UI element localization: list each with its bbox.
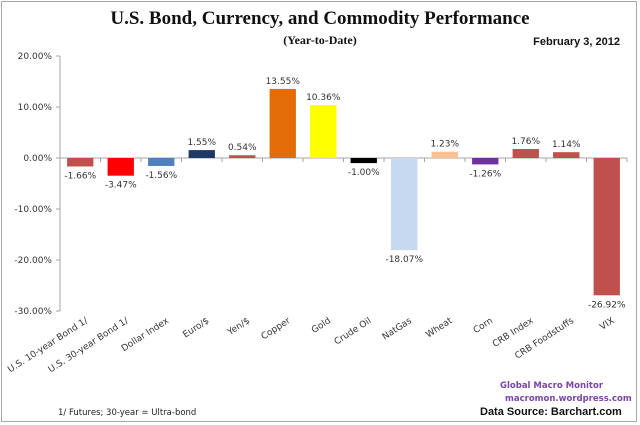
category-label: Wheat xyxy=(424,316,454,341)
bar xyxy=(148,158,175,166)
category-label: VIX xyxy=(598,316,616,333)
bar xyxy=(593,158,620,296)
y-tick-label: -10.00% xyxy=(14,205,52,215)
bar xyxy=(512,149,539,158)
data-label: -18.07% xyxy=(385,255,423,265)
footnote: 1/ Futures; 30-year = Ultra-bond xyxy=(58,408,197,418)
bar xyxy=(553,152,580,158)
bar xyxy=(188,150,215,158)
data-source: Data Source: Barchart.com xyxy=(480,406,622,418)
brand-name: Global Macro Monitor xyxy=(500,381,604,391)
data-label: 10.36% xyxy=(306,93,341,103)
data-label: 1.14% xyxy=(552,140,581,150)
data-label: -1.26% xyxy=(469,169,501,179)
y-tick-label: -30.00% xyxy=(14,307,52,317)
data-label: 1.76% xyxy=(511,137,540,147)
bar xyxy=(350,158,377,164)
y-tick-label: 0.00% xyxy=(23,154,52,164)
category-label: NatGas xyxy=(381,316,414,343)
brand-url: macromon.wordpress.com xyxy=(505,394,632,404)
chart-date: February 3, 2012 xyxy=(533,36,620,48)
category-label: Euro/$ xyxy=(181,316,211,340)
bar xyxy=(431,151,458,158)
bar xyxy=(229,155,256,158)
bars xyxy=(67,88,620,296)
data-label: -1.66% xyxy=(64,171,96,181)
data-label: 0.54% xyxy=(228,143,257,153)
data-label: -1.00% xyxy=(348,168,380,178)
chart-subtitle: (Year-to-Date) xyxy=(283,33,357,47)
bar xyxy=(472,158,499,165)
data-label: -3.47% xyxy=(105,181,137,191)
category-label: Copper xyxy=(260,316,293,342)
data-label: 13.55% xyxy=(266,77,301,87)
bar xyxy=(67,158,94,167)
category-label: Corn xyxy=(472,316,495,336)
bar xyxy=(391,158,418,251)
bar xyxy=(310,105,337,158)
data-label: 1.23% xyxy=(430,140,459,150)
y-tick-label: 10.00% xyxy=(18,103,53,113)
axes: 20.00% 10.00% 0.00% -10.00% -20.00% -30.00% xyxy=(14,52,628,317)
data-label: 1.55% xyxy=(187,138,216,148)
data-label: -1.56% xyxy=(145,171,177,181)
chart-title: U.S. Bond, Currency, and Commodity Perfo… xyxy=(110,8,530,29)
data-label: -26.92% xyxy=(588,300,626,310)
y-tick-label: -20.00% xyxy=(14,256,52,266)
y-tick-label: 20.00% xyxy=(18,52,53,62)
category-label: Gold xyxy=(310,316,333,336)
category-label: Crude Oil xyxy=(333,316,374,347)
bar xyxy=(269,88,296,158)
category-label: Yen/$ xyxy=(225,316,252,338)
bar xyxy=(107,158,134,176)
